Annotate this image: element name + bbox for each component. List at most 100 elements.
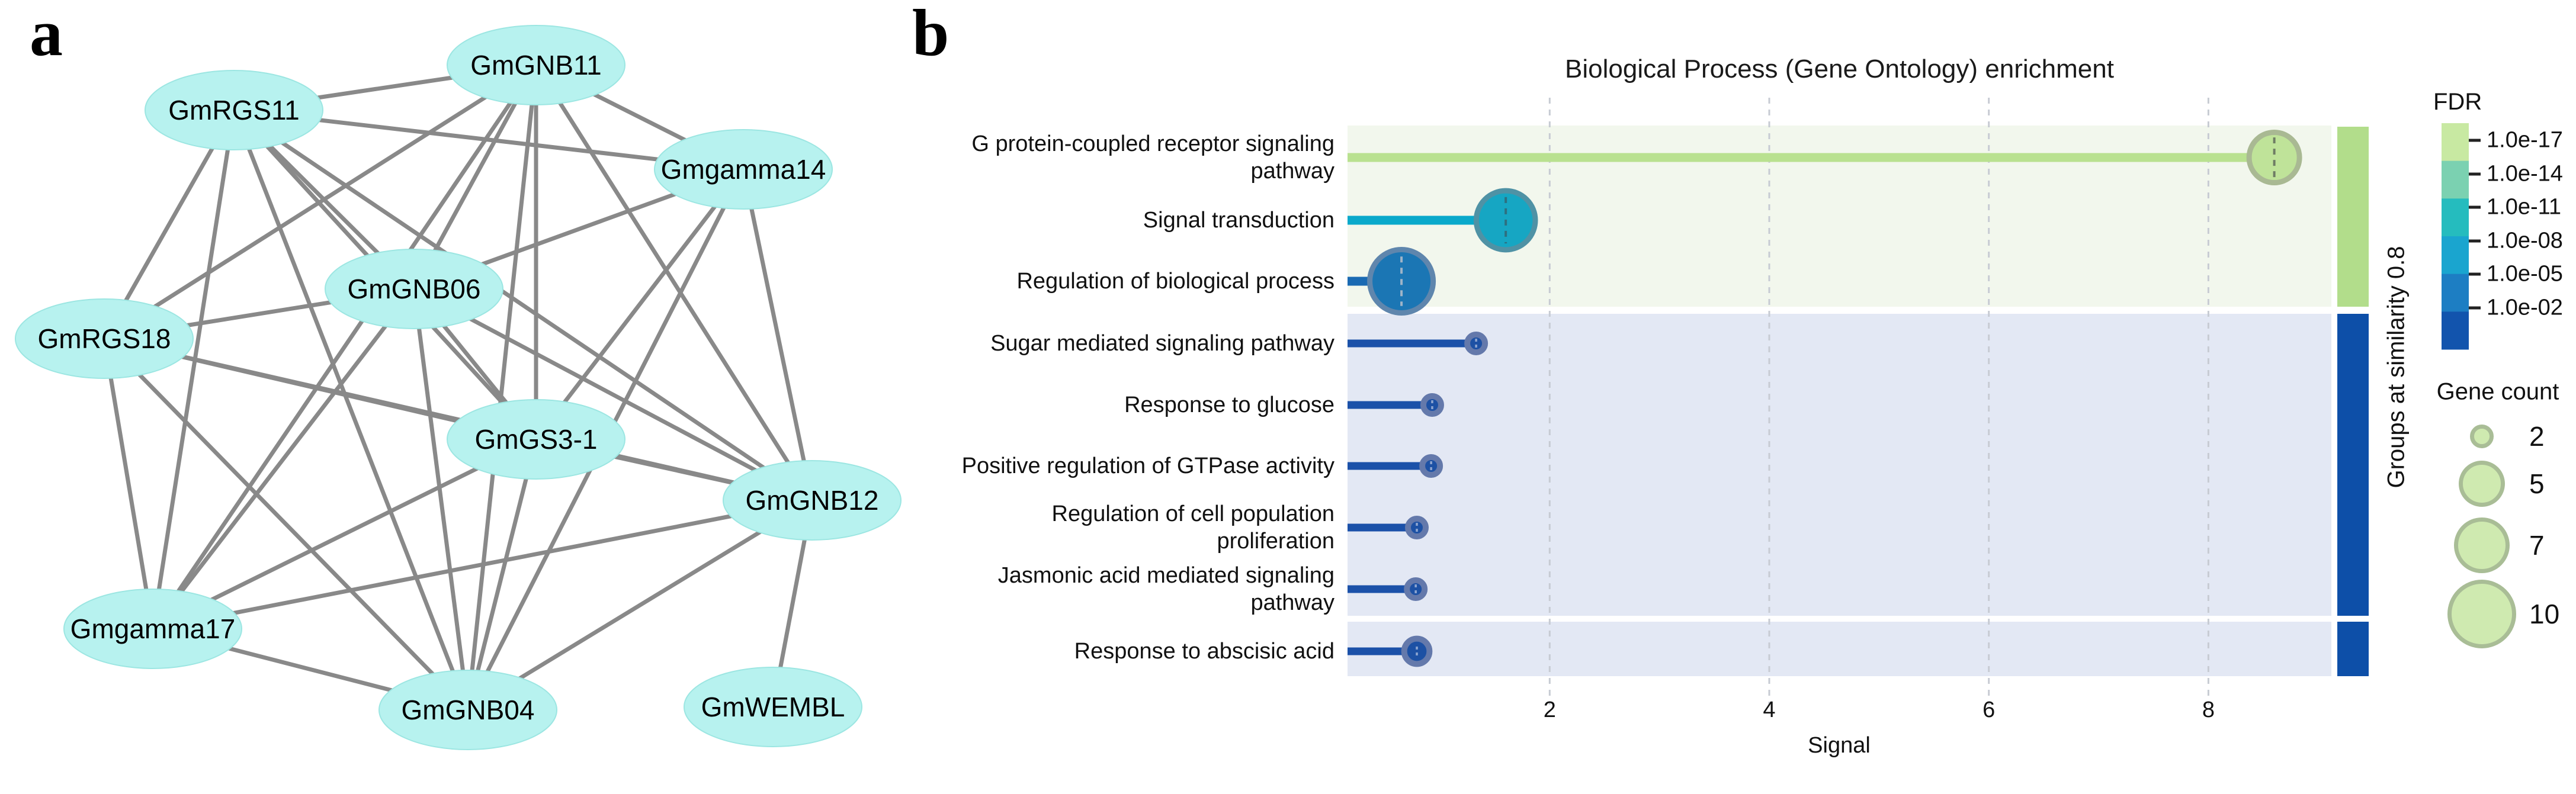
category-label: Response to glucose xyxy=(1124,393,1334,417)
group-strip xyxy=(2337,127,2369,676)
network-edge xyxy=(413,287,813,503)
network-node-ellipse xyxy=(447,25,625,105)
network-node-GmRGS11: GmRGS11 xyxy=(145,70,323,150)
category-label: Regulation of biological process xyxy=(1016,269,1334,294)
network-node-label: GmGNB04 xyxy=(402,695,535,725)
lollipop-row xyxy=(1348,577,1428,601)
network-node-ellipse xyxy=(723,460,902,541)
lollipop-dot xyxy=(1464,332,1489,355)
x-tick-label: 4 xyxy=(1763,697,1776,722)
panel-b-letter: b xyxy=(912,0,949,70)
network-node-ellipse xyxy=(654,129,833,210)
lollipop-row xyxy=(1348,247,1436,316)
fdr-legend-label: 1.0e-17 xyxy=(2487,127,2563,153)
lollipop-row xyxy=(1348,516,1429,539)
lollipop-dot xyxy=(2246,130,2302,185)
fdr-legend-label: 1.0e-02 xyxy=(2487,295,2563,320)
group-band xyxy=(1348,622,2331,676)
network-node-GmGS3-1: GmGS3-1 xyxy=(447,399,625,480)
category-label: Response to abscisic acid xyxy=(1074,639,1334,664)
group-strip-label: Groups at similarity 0.8 xyxy=(2383,246,2410,488)
gene-count-legend xyxy=(2447,425,2516,648)
network-node-GmGNB06: GmGNB06 xyxy=(325,249,503,329)
network-node-GmRGS18: GmRGS18 xyxy=(15,298,194,379)
network-edge xyxy=(150,110,236,629)
group-strip-segment xyxy=(2337,314,2369,616)
gene-count-circle xyxy=(2454,517,2510,573)
network-edge xyxy=(466,439,538,711)
network-nodes: GmGNB11 GmRGS11 Gmgamma14 GmGNB06 GmRGS18 GmG… xyxy=(15,25,902,750)
network-edge xyxy=(103,63,537,340)
category-label: Sugar mediated signaling pathway xyxy=(990,331,1334,356)
network-node-label: GmWEMBL xyxy=(701,692,845,722)
network-node-ellipse xyxy=(63,589,242,669)
fdr-colorbar-block xyxy=(2442,160,2469,199)
gene-count-label: 10 xyxy=(2529,599,2560,629)
network-node-ellipse xyxy=(447,399,625,480)
x-axis-title: Signal xyxy=(1808,733,1871,758)
category-label: Regulation of cell population proliferat… xyxy=(1051,502,1334,554)
network-edge xyxy=(152,437,537,631)
network-edge xyxy=(151,287,416,631)
gene-count-label: 7 xyxy=(2529,530,2545,561)
fdr-legend-title: FDR xyxy=(2433,89,2482,115)
fdr-legend-label: 1.0e-05 xyxy=(2487,261,2563,287)
network-edge xyxy=(534,168,745,441)
category-label: Positive regulation of GTPase activity xyxy=(961,454,1334,478)
lollipop-dot xyxy=(1404,577,1428,601)
network-node-ellipse xyxy=(325,249,503,329)
x-tick-label: 8 xyxy=(2202,697,2215,722)
lollipops xyxy=(1348,130,2302,667)
network-node-label: GmRGS11 xyxy=(168,95,300,126)
fdr-colorbar-block xyxy=(2442,198,2469,237)
category-label: Jasmonic acid mediated signaling pathway xyxy=(997,563,1334,615)
category-label: G protein-coupled receptor signaling pat… xyxy=(971,131,1334,184)
network-edge xyxy=(466,65,538,711)
network-edge xyxy=(232,109,470,711)
group-strip-segment xyxy=(2337,127,2369,307)
lollipop-row xyxy=(1348,332,1489,355)
fdr-legend-label: 1.0e-11 xyxy=(2487,194,2562,220)
fdr-colorbar-block xyxy=(2442,123,2469,162)
group-band xyxy=(1348,314,2331,616)
gene-count-circle xyxy=(2470,425,2494,448)
gene-count-circle xyxy=(2459,461,2505,507)
gene-count-circle xyxy=(2447,580,2516,648)
network-edge xyxy=(741,169,814,501)
network-node-label: GmRGS18 xyxy=(38,323,171,354)
network-node-label: Gmgamma17 xyxy=(70,613,236,644)
x-tick-label: 6 xyxy=(1982,697,1996,722)
network-node-Gmgamma14: Gmgamma14 xyxy=(654,129,833,210)
category-label: Signal transduction xyxy=(1143,208,1334,233)
network-edge xyxy=(102,337,470,712)
network-edge xyxy=(412,288,470,711)
network-node-ellipse xyxy=(378,670,557,750)
fdr-colorbar-block xyxy=(2442,311,2469,350)
fdr-legend-label: 1.0e-14 xyxy=(2487,161,2563,187)
panel-a-letter: a xyxy=(30,0,63,70)
network-node-label: GmGNB12 xyxy=(746,485,879,516)
network-edge xyxy=(151,64,538,630)
network-edge xyxy=(233,108,813,502)
network-node-label: GmGS3-1 xyxy=(474,424,597,455)
fdr-colorbar xyxy=(2442,123,2481,350)
lollipop-dot xyxy=(1405,516,1429,539)
network-node-label: GmGNB06 xyxy=(348,274,481,304)
x-tick-label: 2 xyxy=(1543,697,1556,722)
network-node-ellipse xyxy=(684,667,862,747)
network-node-ellipse xyxy=(15,298,194,379)
network-edge xyxy=(534,64,814,502)
group-strip-segment xyxy=(2337,622,2369,676)
fdr-colorbar-block xyxy=(2442,236,2469,275)
lollipop-dot xyxy=(1419,454,1443,478)
gene-count-label: 5 xyxy=(2529,468,2545,499)
gene-count-label: 2 xyxy=(2529,421,2545,452)
lollipop-row xyxy=(1348,393,1444,417)
lollipop-row xyxy=(1348,130,2302,185)
network-node-GmGNB12: GmGNB12 xyxy=(723,460,902,541)
gene-count-legend-title: Gene count xyxy=(2436,378,2559,405)
lollipop-dot xyxy=(1401,635,1433,667)
lollipop-row xyxy=(1348,188,1538,253)
lollipop-dot xyxy=(1420,393,1444,417)
